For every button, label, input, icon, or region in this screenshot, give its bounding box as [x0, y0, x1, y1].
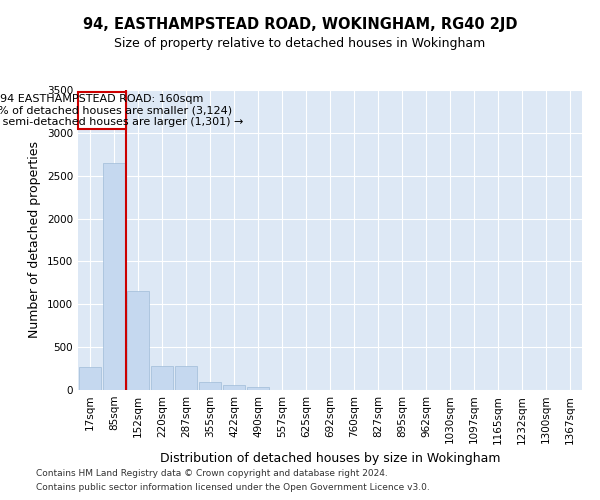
Y-axis label: Number of detached properties: Number of detached properties — [28, 142, 41, 338]
Text: 94 EASTHAMPSTEAD ROAD: 160sqm: 94 EASTHAMPSTEAD ROAD: 160sqm — [1, 94, 203, 104]
Bar — [103, 163, 125, 390]
Text: Size of property relative to detached houses in Wokingham: Size of property relative to detached ho… — [115, 38, 485, 51]
Bar — [223, 386, 245, 390]
Text: 94, EASTHAMPSTEAD ROAD, WOKINGHAM, RG40 2JD: 94, EASTHAMPSTEAD ROAD, WOKINGHAM, RG40 … — [83, 18, 517, 32]
Bar — [79, 367, 101, 390]
X-axis label: Distribution of detached houses by size in Wokingham: Distribution of detached houses by size … — [160, 452, 500, 465]
Bar — [199, 382, 221, 390]
Text: Contains HM Land Registry data © Crown copyright and database right 2024.: Contains HM Land Registry data © Crown c… — [36, 468, 388, 477]
Bar — [151, 366, 173, 390]
Bar — [127, 292, 149, 390]
Bar — [78, 92, 126, 128]
Bar — [247, 386, 269, 390]
Text: 29% of semi-detached houses are larger (1,301) →: 29% of semi-detached houses are larger (… — [0, 118, 244, 128]
Text: ← 70% of detached houses are smaller (3,124): ← 70% of detached houses are smaller (3,… — [0, 106, 233, 116]
Bar — [175, 366, 197, 390]
Text: Contains public sector information licensed under the Open Government Licence v3: Contains public sector information licen… — [36, 484, 430, 492]
